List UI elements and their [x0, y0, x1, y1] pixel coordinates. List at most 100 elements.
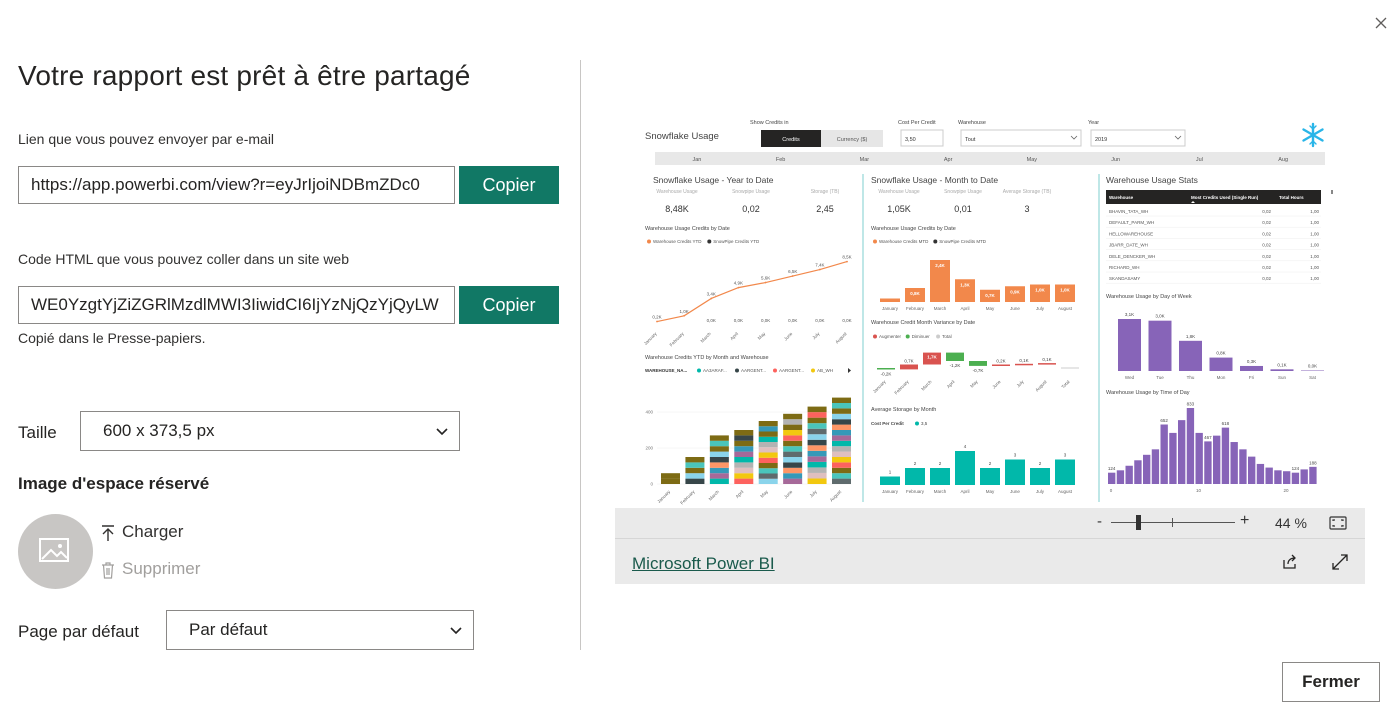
expand-icon[interactable]	[1331, 553, 1349, 571]
placeholder-image-heading: Image d'espace réservé	[18, 474, 210, 493]
fit-to-page-icon[interactable]	[1329, 516, 1347, 530]
month-slicer-item[interactable]: Apr	[944, 157, 953, 163]
bar-segment	[807, 428, 827, 435]
data-label: 0,1K	[1019, 358, 1028, 363]
bar	[969, 361, 987, 366]
preview-footer: Microsoft Power BI	[615, 538, 1365, 584]
year-value: 2019	[1095, 137, 1107, 143]
month-slicer-item[interactable]: Feb	[776, 157, 785, 163]
zoom-in-button[interactable]: +	[1240, 512, 1250, 529]
report-svg: Snowflake Usage Show Credits in Credits …	[643, 120, 1333, 505]
data-label: -0,7K	[973, 368, 984, 373]
bar-segment	[807, 467, 827, 473]
cost-value: 3,50	[905, 137, 916, 143]
html-code-field[interactable]: WE0YzgtYjZiZGRlMzdlMWI3IiwidCI6IjYzNjQzY…	[18, 286, 455, 324]
line-point	[737, 286, 740, 289]
line-point	[764, 281, 767, 284]
stats-title: Warehouse Usage Stats	[1106, 175, 1198, 185]
table-cell: HELLOWAREHOUSE	[1109, 231, 1153, 236]
bar-segment	[832, 397, 851, 403]
bar	[1038, 363, 1056, 365]
data-label: 0,0K	[1308, 364, 1317, 369]
month-slicer-item[interactable]: Aug	[1278, 157, 1288, 163]
cost-input[interactable]	[900, 129, 944, 147]
month-slicer-item[interactable]: May	[1027, 157, 1038, 163]
month-slicer-item[interactable]: Mar	[860, 157, 870, 163]
size-select-value: 600 x 373,5 px	[103, 421, 215, 440]
table-header-bg	[1106, 190, 1321, 204]
zoom-slider-thumb[interactable]	[1135, 515, 1141, 530]
bar-segment	[709, 462, 729, 468]
stacked-title: Warehouse Credits YTD by Month and Wareh…	[645, 355, 769, 361]
close-icon[interactable]	[1372, 14, 1390, 32]
default-page-select[interactable]: Par défaut	[166, 610, 474, 650]
tick-label: July	[1036, 489, 1045, 494]
bar-segment	[832, 451, 851, 457]
bar-segment	[661, 478, 680, 484]
table-cell: DELE_DENCKER_WH	[1109, 254, 1155, 259]
data-label: 652	[1160, 418, 1168, 423]
bar-segment	[734, 457, 754, 463]
show-credits-label: Show Credits in	[750, 120, 789, 126]
copy-html-button[interactable]: Copier	[459, 286, 559, 324]
zoom-bar: - + 44 %	[615, 508, 1365, 538]
kpi-label: Warehouse Usage	[656, 189, 697, 195]
bar	[1030, 468, 1050, 485]
credits-toggle[interactable]	[761, 130, 821, 147]
bar-segment	[783, 419, 803, 425]
legend-entry: AB_WH	[817, 368, 833, 373]
power-bi-link[interactable]: Microsoft Power BI	[632, 554, 775, 573]
kpi-label: Snowpipe Usage	[732, 189, 770, 195]
tick-label: January	[882, 306, 899, 311]
zoom-value: 44 %	[1275, 515, 1307, 531]
tick-label: January	[882, 489, 899, 494]
data-label: 188	[1309, 460, 1317, 465]
legend-dot	[735, 368, 739, 373]
close-button[interactable]: Fermer	[1282, 662, 1380, 702]
email-link-field[interactable]: https://app.powerbi.com/view?r=eyJrIjoiN…	[18, 166, 455, 204]
table-cell: 1,00	[1310, 220, 1319, 225]
bar-segment	[709, 435, 729, 441]
bar	[955, 279, 975, 302]
bar	[1300, 469, 1308, 484]
legend-dot	[811, 368, 815, 373]
tick-label: August	[1058, 489, 1073, 494]
tick-label: June	[783, 331, 794, 342]
bar	[1230, 442, 1238, 484]
month-slicer[interactable]: Jan Feb Mar Apr May Jun Jul Aug	[655, 152, 1325, 165]
zoom-slider-track[interactable]	[1111, 522, 1235, 523]
size-select[interactable]: 600 x 373,5 px	[80, 411, 460, 451]
data-label: 833	[1187, 402, 1195, 407]
line-point	[818, 268, 821, 271]
month-slicer-item[interactable]: Jun	[1111, 157, 1120, 163]
bar-segment	[783, 462, 803, 468]
report-canvas[interactable]: Snowflake Usage Show Credits in Credits …	[615, 90, 1365, 508]
warehouse-select[interactable]	[960, 129, 1082, 147]
trash-icon	[102, 562, 114, 579]
year-chevron-icon	[1174, 135, 1182, 140]
data-label: 0,8K	[1216, 351, 1225, 356]
month-slicer-item[interactable]: Jul	[1196, 157, 1203, 163]
share-icon[interactable]	[1281, 553, 1299, 571]
month-slicer-item[interactable]: Jan	[692, 157, 701, 163]
data-label: 1,0K	[1035, 288, 1045, 293]
zoom-out-button[interactable]: -	[1097, 513, 1102, 530]
copy-link-button[interactable]: Copier	[459, 166, 559, 204]
bar-segment	[758, 468, 778, 474]
line-point	[710, 297, 713, 300]
data-label: 7,4K	[815, 263, 824, 268]
bar	[880, 298, 900, 302]
bar-segment	[783, 424, 803, 430]
data-label: 618	[1222, 421, 1230, 426]
bar	[1283, 471, 1291, 484]
year-select[interactable]	[1090, 129, 1186, 147]
data-label: 2	[939, 461, 942, 466]
tick-label: Thu	[1187, 375, 1195, 380]
data-label: 4,9K	[734, 281, 743, 286]
bar	[900, 364, 918, 370]
currency-toggle[interactable]	[821, 130, 883, 147]
data-label: 1,7K	[927, 355, 937, 360]
data-label: 1,0K	[680, 309, 689, 314]
data-label: 0,0K	[842, 318, 851, 323]
bar-segment	[783, 457, 803, 463]
